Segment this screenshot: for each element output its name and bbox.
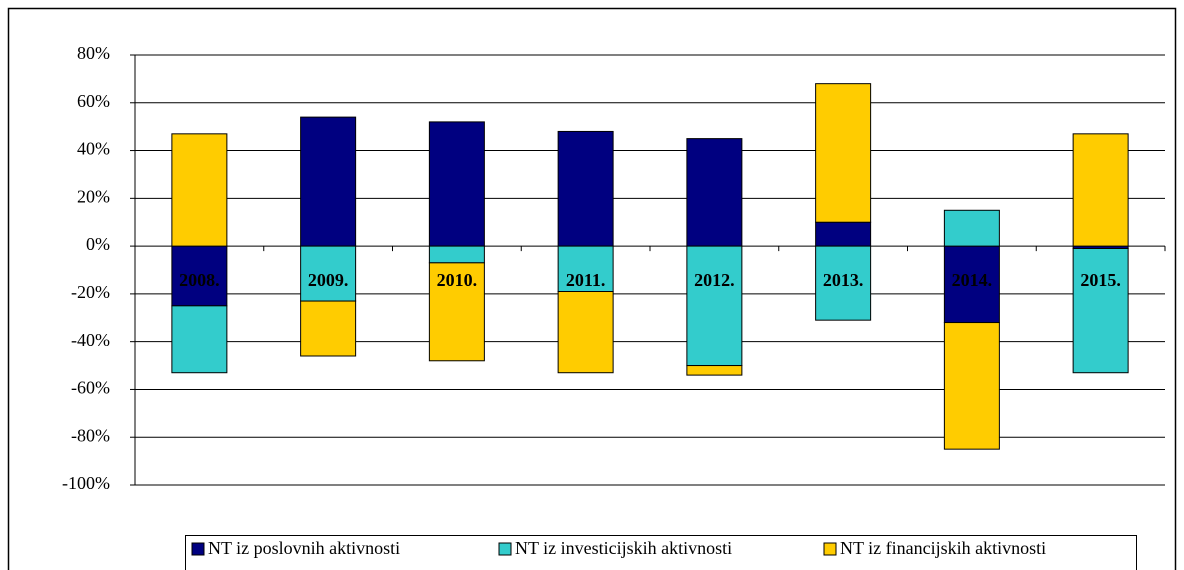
- legend-swatch: [823, 542, 837, 556]
- y-tick-label: 80%: [77, 43, 110, 63]
- y-tick-label: 20%: [77, 186, 110, 206]
- bar-segment: [1072, 248, 1129, 374]
- bar-segment: [943, 209, 1000, 247]
- bar-segment: [300, 300, 357, 357]
- bar-segment: [815, 83, 872, 223]
- bar-segment: [815, 245, 872, 321]
- legend-label: NT iz investicijskih aktivnosti: [515, 538, 732, 558]
- y-tick-label: -40%: [71, 330, 110, 350]
- bar-segment: [428, 121, 485, 247]
- bar-segment: [171, 305, 228, 374]
- bar-segment: [943, 322, 1000, 450]
- bar-segment: [686, 365, 743, 376]
- y-tick-label: -80%: [71, 425, 110, 445]
- y-tick-label: 0%: [86, 234, 110, 254]
- legend-label: NT iz financijskih aktivnosti: [840, 538, 1046, 558]
- y-tick-label: -100%: [62, 473, 110, 493]
- bar-segment: [815, 221, 872, 247]
- bar-segment: [557, 291, 614, 374]
- bar-segment: [686, 138, 743, 247]
- y-tick-label: 60%: [77, 91, 110, 111]
- y-tick-label: 40%: [77, 139, 110, 159]
- x-tick-label: 2010.: [437, 270, 478, 290]
- x-tick-label: 2015.: [1080, 270, 1121, 290]
- legend-swatch: [191, 542, 205, 556]
- bar-segment: [428, 245, 485, 264]
- bar-segment: [686, 245, 743, 367]
- bar-segment: [300, 116, 357, 247]
- y-tick-label: -60%: [71, 378, 110, 398]
- x-tick-label: 2011.: [566, 270, 606, 290]
- bar-segment: [557, 245, 614, 293]
- bar-segment: [300, 245, 357, 302]
- x-tick-label: 2009.: [308, 270, 349, 290]
- x-tick-label: 2014.: [952, 270, 993, 290]
- bar-segment: [428, 262, 485, 362]
- x-tick-label: 2012.: [694, 270, 735, 290]
- bar-segment: [171, 133, 228, 247]
- bar-segment: [1072, 133, 1129, 247]
- legend-label: NT iz poslovnih aktivnosti: [208, 538, 400, 558]
- bar-segment: [557, 130, 614, 247]
- x-tick-label: 2008.: [179, 270, 220, 290]
- x-tick-label: 2013.: [823, 270, 864, 290]
- legend-box: [185, 535, 1137, 570]
- y-tick-label: -20%: [71, 282, 110, 302]
- bar-segment: [943, 245, 1000, 324]
- bar-segment: [171, 245, 228, 307]
- legend-swatch: [498, 542, 512, 556]
